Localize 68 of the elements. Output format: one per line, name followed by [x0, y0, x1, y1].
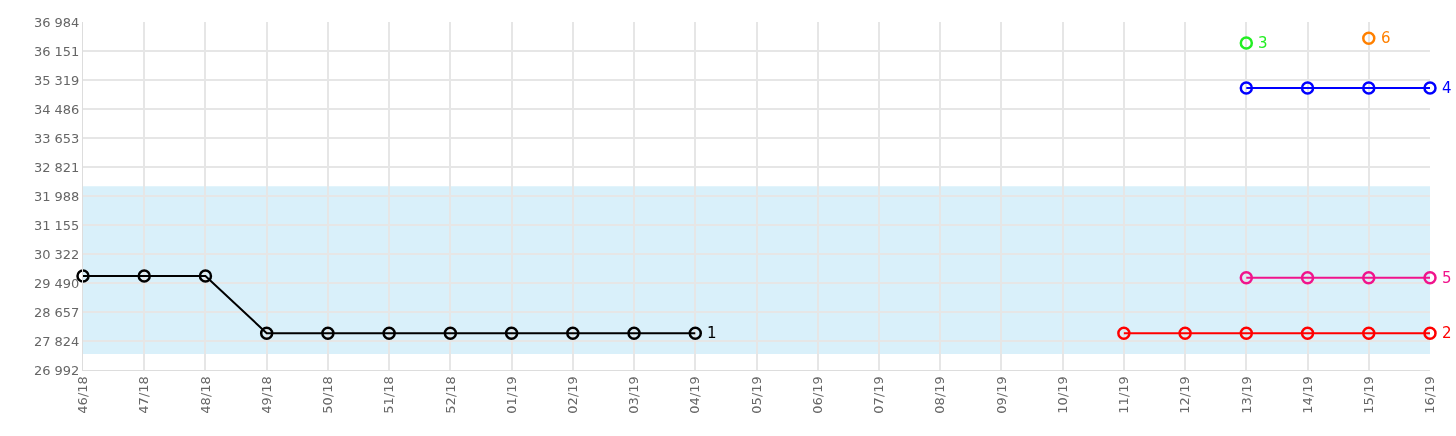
point	[1178, 326, 1192, 340]
x-tick-label: 15/19	[1360, 376, 1376, 414]
y-tick-label: 31 988	[33, 188, 80, 204]
point	[1362, 326, 1376, 340]
y-tick-label: 31 155	[33, 217, 80, 233]
x-tick-label: 12/19	[1177, 376, 1193, 414]
x-tick-label: 51/18	[381, 376, 397, 414]
point	[198, 269, 213, 283]
x-tick-label: 02/19	[565, 376, 581, 414]
y-tick-label: 29 490	[33, 275, 80, 291]
x-tick-label: 16/19	[1422, 376, 1438, 414]
y-tick-label: 26 992	[33, 362, 80, 378]
point	[1239, 271, 1254, 285]
x-tick-label: 13/19	[1238, 376, 1254, 414]
y-tick-label: 35 319	[33, 72, 80, 88]
x-tick-label: 14/19	[1299, 376, 1315, 414]
point	[1423, 326, 1437, 340]
point	[688, 326, 703, 340]
y-tick-label: 33 653	[33, 130, 80, 146]
series-label: 2	[1442, 324, 1452, 342]
point	[1239, 326, 1254, 340]
point	[1300, 81, 1315, 95]
series-label: 6	[1381, 29, 1391, 47]
series-label: 3	[1258, 34, 1268, 52]
point	[1423, 271, 1437, 285]
point	[504, 326, 519, 340]
y-tick-label: 36 984	[33, 14, 80, 30]
x-tick-label: 08/19	[932, 376, 948, 414]
x-tick-label: 47/18	[136, 376, 152, 414]
point	[1239, 36, 1254, 50]
x-tick-label: 46/18	[75, 376, 91, 414]
point	[1362, 271, 1376, 285]
series-label: 4	[1442, 79, 1452, 97]
x-tick-label: 04/19	[687, 376, 703, 414]
x-tick-label: 03/19	[626, 376, 642, 414]
point	[1362, 31, 1376, 45]
x-tick-label: 05/19	[748, 376, 764, 414]
x-tick-label: 01/19	[503, 376, 519, 414]
x-tick-label: 09/19	[993, 376, 1009, 414]
point	[1117, 326, 1131, 340]
point	[1239, 81, 1254, 95]
x-tick-label: 52/18	[442, 376, 458, 414]
point	[137, 269, 151, 283]
point	[627, 326, 641, 340]
point	[1423, 81, 1437, 95]
y-tick-label: 27 824	[33, 333, 80, 349]
point	[321, 326, 335, 340]
x-tick-label: 06/19	[809, 376, 825, 414]
x-tick-label: 11/19	[1116, 376, 1132, 414]
x-tick-label: 10/19	[1054, 376, 1070, 414]
point	[566, 326, 580, 340]
x-tick-label: 50/18	[320, 376, 336, 414]
point	[1362, 81, 1376, 95]
point	[382, 326, 396, 340]
y-tick-label: 36 151	[33, 43, 80, 59]
x-tick-label: 49/18	[258, 376, 274, 414]
point	[1300, 326, 1315, 340]
point	[1300, 271, 1315, 285]
series-label: 5	[1442, 269, 1452, 287]
y-tick-label: 30 322	[33, 246, 80, 262]
y-tick-label: 28 657	[33, 304, 80, 320]
point	[259, 326, 274, 340]
y-tick-label: 32 821	[33, 159, 80, 175]
point	[443, 326, 458, 340]
y-tick-label: 34 486	[33, 101, 80, 117]
x-tick-label: 48/18	[197, 376, 213, 414]
x-tick-label: 07/19	[871, 376, 887, 414]
series-label: 1	[707, 324, 717, 342]
